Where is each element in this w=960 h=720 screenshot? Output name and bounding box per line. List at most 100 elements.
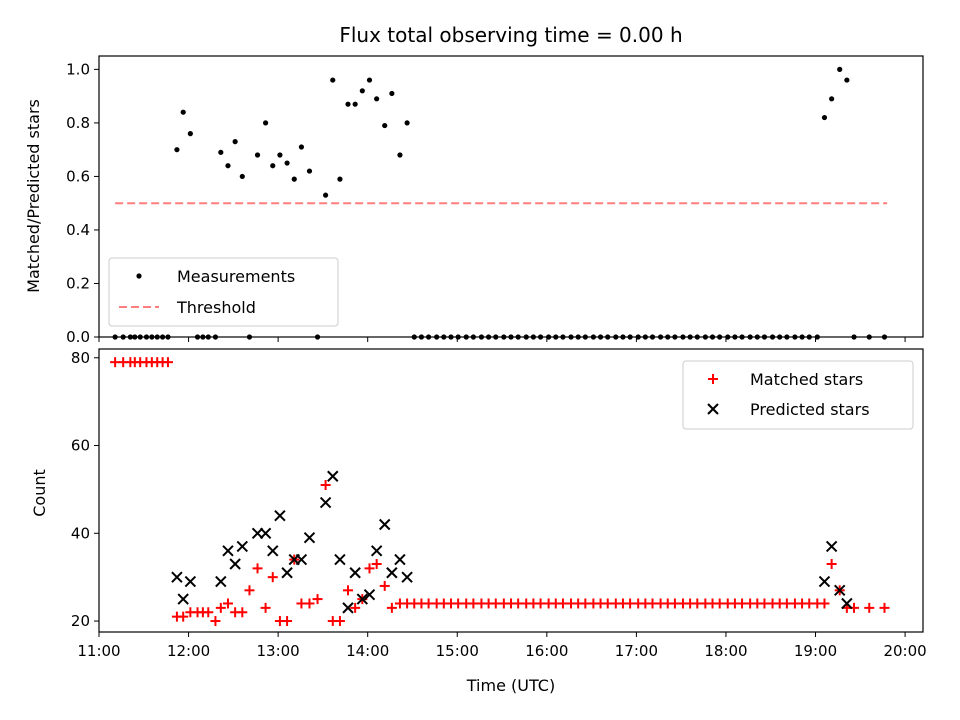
top-y-ticks: 0.0 0.2 0.4 0.6 0.8 1.0 — [66, 60, 99, 346]
matched-stars-point — [203, 607, 214, 618]
predicted-stars-point — [281, 567, 293, 579]
predicted-stars-point — [177, 593, 189, 605]
measurements-point — [844, 77, 850, 83]
predicted-stars-point — [303, 531, 316, 544]
matched-stars-point — [260, 602, 271, 613]
measurements-point — [232, 139, 238, 145]
matched-stars-point — [819, 598, 830, 609]
measurements-point — [389, 90, 395, 97]
matched-stars-point — [864, 602, 875, 613]
measurements-point — [397, 152, 403, 158]
chart-title: Flux total observing time = 0.00 h — [339, 23, 682, 47]
x-tick-label: 20:00 — [883, 642, 926, 660]
predicted-stars-point — [319, 496, 332, 509]
measurements-point — [337, 176, 343, 182]
measurements-point — [404, 120, 410, 126]
matched-stars-point — [210, 616, 221, 627]
predicted-stars-point — [356, 593, 369, 605]
measurements-point — [254, 152, 261, 158]
measurements-point — [218, 149, 224, 155]
measurements-point — [298, 144, 305, 150]
matched-stars-point — [304, 598, 315, 609]
matched-stars-point — [879, 602, 890, 613]
predicted-stars-point — [394, 553, 406, 566]
predicted-stars-point — [833, 584, 846, 597]
measurements-point — [291, 176, 297, 182]
x-tick-label: 17:00 — [615, 642, 658, 660]
x-tick-label: 19:00 — [794, 642, 837, 660]
matched-stars-point — [162, 357, 173, 368]
predicted-stars-point — [825, 540, 838, 553]
bottom-legend-box — [682, 360, 914, 430]
bottom-y-tick-label: 20 — [71, 612, 90, 630]
measurements-point — [262, 120, 269, 126]
predicted-stars-point — [267, 545, 279, 557]
measurements-point — [284, 160, 290, 166]
x-tick-label: 15:00 — [436, 642, 479, 660]
predicted-stars-point — [386, 567, 398, 579]
matched-stars-point — [371, 558, 382, 569]
legend-matched-marker — [708, 374, 718, 384]
measurements-point — [270, 163, 276, 169]
predicted-stars-point — [841, 597, 853, 610]
predicted-stars-point — [342, 602, 354, 614]
predicted-stars-point — [370, 545, 383, 557]
top-plot: Flux total observing time = 0.00 h Match… — [24, 23, 924, 346]
predicted-stars-point — [349, 567, 361, 579]
matched-stars-point — [386, 602, 397, 613]
top-y-tick-label: 0.8 — [66, 114, 90, 132]
top-y-tick-label: 0.4 — [66, 221, 90, 239]
legend-measurements-marker — [136, 273, 142, 279]
predicted-stars-point — [215, 575, 227, 588]
bottom-y-tick-label: 40 — [71, 524, 90, 542]
bottom-y-tick-label: 60 — [71, 437, 90, 455]
top-legend: Measurements Threshold — [108, 257, 339, 327]
predicted-stars-point — [327, 470, 339, 482]
measurements-point — [374, 96, 380, 102]
measurements-point — [359, 88, 365, 94]
x-tick-label: 16:00 — [525, 642, 568, 660]
bottom-y-tick-label: 80 — [71, 349, 90, 367]
measurements-point — [829, 96, 835, 102]
legend-measurements-label: Measurements — [177, 267, 295, 286]
matched-stars-point — [342, 585, 353, 596]
matched-stars-point — [350, 602, 361, 613]
predicted-stars-point — [379, 518, 391, 531]
x-tick-label: 13:00 — [257, 642, 300, 660]
legend-matched-label: Matched stars — [750, 370, 863, 389]
measurements-point — [239, 173, 245, 180]
predicted-stars-point — [171, 571, 183, 583]
measurements-point — [352, 101, 358, 107]
x-tick-label: 14:00 — [346, 642, 389, 660]
measurements-point — [187, 131, 193, 137]
bottom-x-axis-label: Time (UTC) — [466, 676, 555, 695]
top-y-tick-label: 0.2 — [66, 274, 90, 292]
measurements-point — [382, 122, 388, 129]
measurements-point — [837, 66, 843, 72]
matched-stars-point — [826, 558, 837, 569]
x-tick-label: 11:00 — [77, 642, 120, 660]
measurements-point — [821, 114, 828, 121]
measurements-point — [366, 77, 373, 83]
matched-stars-point — [252, 563, 263, 574]
legend-predicted-marker — [707, 403, 719, 415]
x-tick-label: 18:00 — [704, 642, 747, 660]
measurements-point — [180, 109, 186, 115]
top-y-tick-label: 0.6 — [66, 167, 90, 185]
predicted-stars-point — [295, 553, 308, 566]
top-y-tick-label: 1.0 — [66, 60, 90, 78]
legend-predicted-label: Predicted stars — [750, 400, 870, 419]
top-legend-box — [108, 257, 339, 327]
matched-stars-point — [215, 602, 226, 613]
top-y-axis-label: Matched/Predicted stars — [24, 99, 43, 293]
x-tick-label: 12:00 — [167, 642, 210, 660]
bottom-plot: Count Time (UTC) 20 40 60 80 11:00 12:00 13:0… — [30, 348, 927, 695]
predicted-stars-point — [363, 588, 376, 601]
bottom-x-ticks: 11:00 12:00 13:00 14:00 15:00 16:00 17:00 18:00… — [77, 632, 927, 660]
measurements-point — [277, 152, 283, 158]
bottom-legend: Matched stars Predicted stars — [682, 360, 914, 430]
matched-stars-point — [178, 611, 189, 622]
bottom-y-axis-label: Count — [30, 469, 49, 517]
predicted-stars-point — [236, 540, 249, 553]
